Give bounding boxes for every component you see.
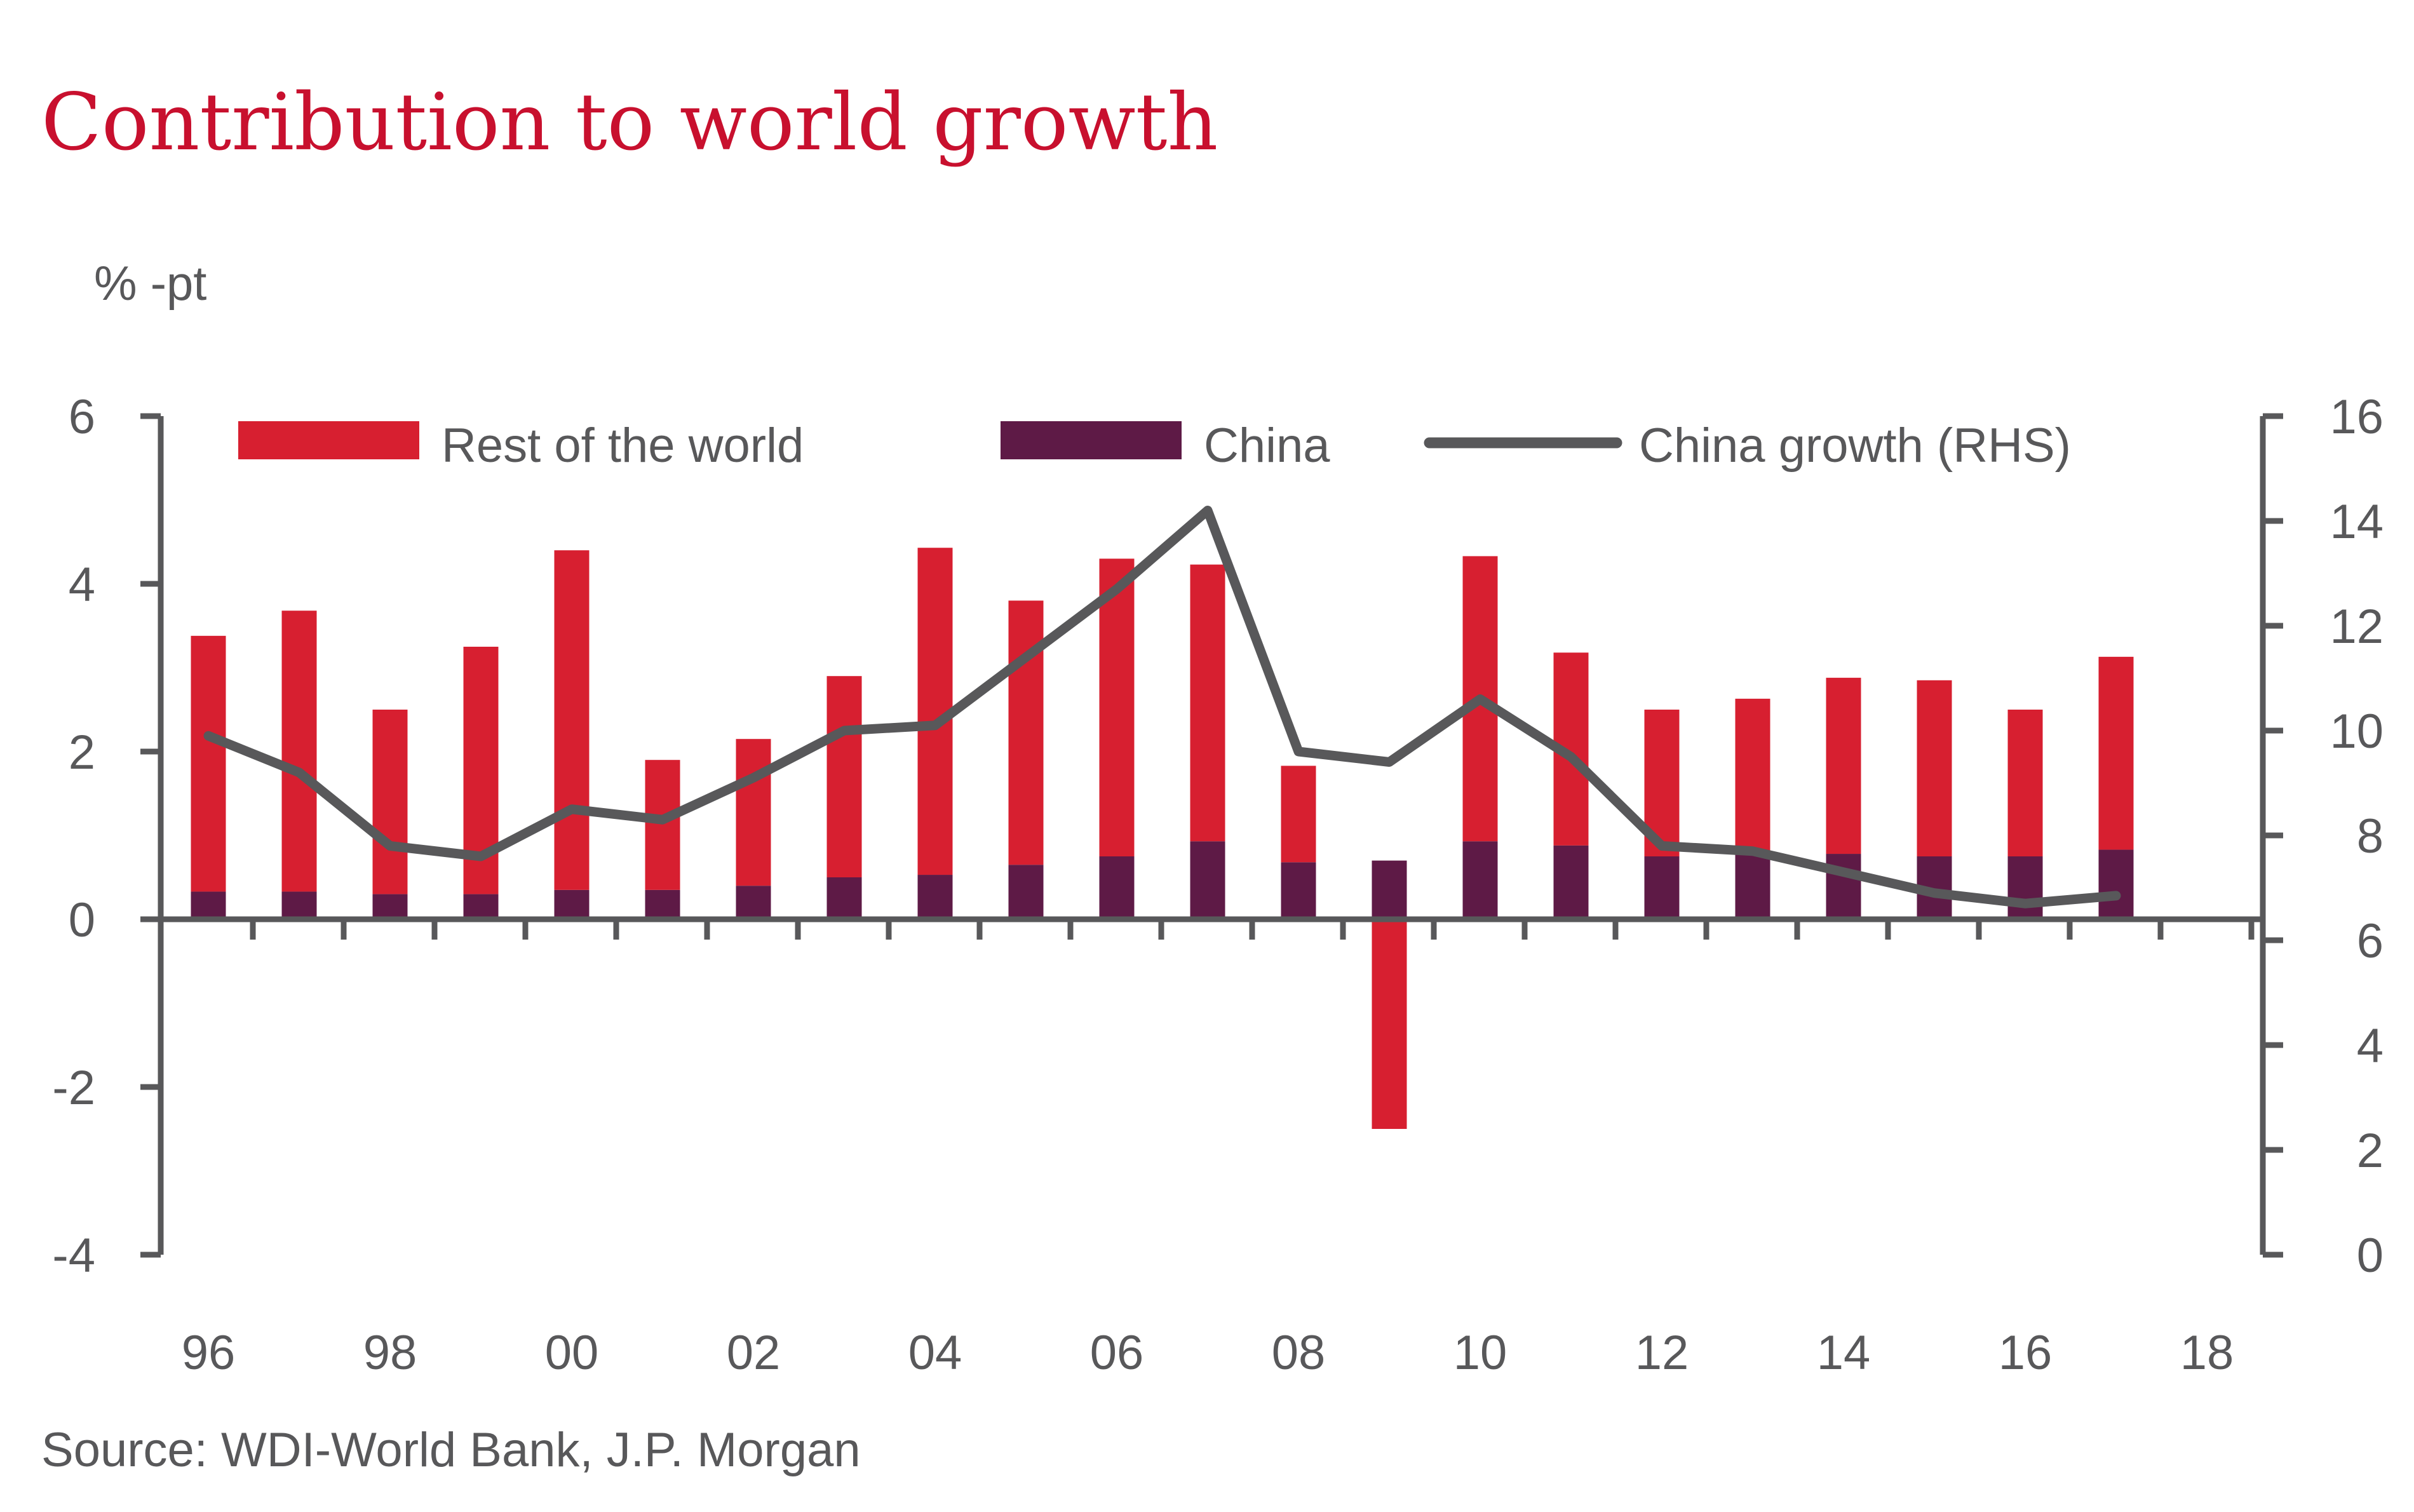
bar-china [2098, 849, 2134, 919]
axes-layer [140, 413, 2283, 1258]
bar-rest-of-world [1099, 558, 1135, 856]
legend-swatch-rest-of-world [238, 421, 419, 459]
bar-china [554, 889, 590, 919]
labels-layer: 6 4 2 0 -2 -4 16 14 12 10 8 6 4 2 0 96 98 00 02 04 06 08 10 12 1… [52, 390, 2384, 1380]
left-axis-tick-label: 0 [69, 893, 95, 947]
bar-china [1190, 841, 1225, 919]
bar-china [281, 891, 317, 919]
bar-rest-of-world [1826, 677, 1861, 854]
legend-label-rest-of-world: Rest of the world [442, 419, 804, 473]
bar-china [1008, 865, 1044, 919]
bar-china [736, 886, 771, 919]
bar-china [1372, 860, 1407, 919]
bar-rest-of-world [281, 611, 317, 892]
x-axis-tick-label: 06 [1090, 1326, 1144, 1380]
bar-rest-of-world [1008, 600, 1044, 865]
x-axis-tick-label: 02 [727, 1326, 781, 1380]
bar-rest-of-world [2007, 710, 2043, 856]
right-axis-tick-label: 6 [2357, 914, 2384, 968]
right-axis-tick-label: 2 [2357, 1124, 2384, 1178]
x-axis-tick-label: 98 [363, 1326, 417, 1380]
bar-rest-of-world [1372, 919, 1407, 1129]
bar-rest-of-world [645, 760, 680, 890]
right-axis-tick-label: 16 [2330, 390, 2384, 444]
bars-layer [191, 548, 2134, 1129]
bar-rest-of-world [372, 710, 408, 894]
left-axis-tick-label: -4 [52, 1229, 95, 1283]
x-axis-tick-label: 00 [545, 1326, 599, 1380]
legend-label-china-growth: China growth (RHS) [1639, 419, 2071, 473]
right-axis-tick-label: 14 [2330, 495, 2384, 549]
bar-rest-of-world [826, 676, 862, 877]
legend: Rest of the world China China growth (RH… [238, 419, 2071, 473]
bar-china [1462, 841, 1498, 919]
x-axis-tick-label: 10 [1453, 1326, 1507, 1380]
x-axis-tick-label: 12 [1635, 1326, 1689, 1380]
line-layer [203, 506, 2121, 908]
left-axis-tick-label: 6 [69, 390, 95, 444]
bar-china [372, 894, 408, 919]
bar-china [1099, 856, 1135, 919]
right-axis-tick-label: 12 [2330, 600, 2384, 654]
left-axis-tick-label: -2 [52, 1061, 95, 1115]
bar-china [1281, 862, 1316, 919]
bar-china [826, 877, 862, 919]
x-axis-tick-label: 16 [1999, 1326, 2053, 1380]
right-axis-tick-label: 10 [2330, 705, 2384, 759]
bar-rest-of-world [554, 550, 590, 890]
right-axis-tick-label: 4 [2357, 1019, 2384, 1073]
right-axis-tick-label: 8 [2357, 809, 2384, 863]
x-axis-tick-label: 18 [2180, 1326, 2234, 1380]
source-note: Source: WDI-World Bank, J.P. Morgan [41, 1423, 861, 1477]
chart-title: Contribution to world growth [41, 77, 1218, 168]
right-axis-tick-label: 0 [2357, 1229, 2384, 1283]
legend-label-china: China [1204, 419, 1330, 473]
bar-china [1735, 854, 1770, 919]
bar-rest-of-world [1735, 698, 1770, 854]
bar-china [2007, 856, 2043, 919]
x-axis-tick-label: 96 [182, 1326, 236, 1380]
y-axis-unit-label: % -pt [94, 257, 206, 311]
x-axis-tick-label: 04 [908, 1326, 962, 1380]
left-axis-tick-label: 4 [69, 558, 95, 612]
bar-rest-of-world [1917, 680, 1952, 856]
bar-china [917, 875, 953, 919]
china-growth-line [203, 506, 2121, 908]
x-axis-tick-label: 14 [1817, 1326, 1871, 1380]
x-axis-tick-label: 08 [1272, 1326, 1326, 1380]
left-axis-tick-label: 2 [69, 726, 95, 780]
bar-china [191, 891, 226, 919]
bar-rest-of-world [1190, 564, 1225, 842]
legend-swatch-china [1001, 421, 1182, 459]
bar-rest-of-world [1281, 766, 1316, 863]
bar-china [1553, 845, 1589, 919]
bar-rest-of-world [736, 739, 771, 886]
bar-rest-of-world [2098, 656, 2134, 850]
bar-china [1644, 856, 1680, 919]
bar-rest-of-world [191, 635, 226, 892]
bar-china [1826, 854, 1861, 919]
bar-china [645, 889, 680, 919]
bar-china [463, 894, 499, 919]
